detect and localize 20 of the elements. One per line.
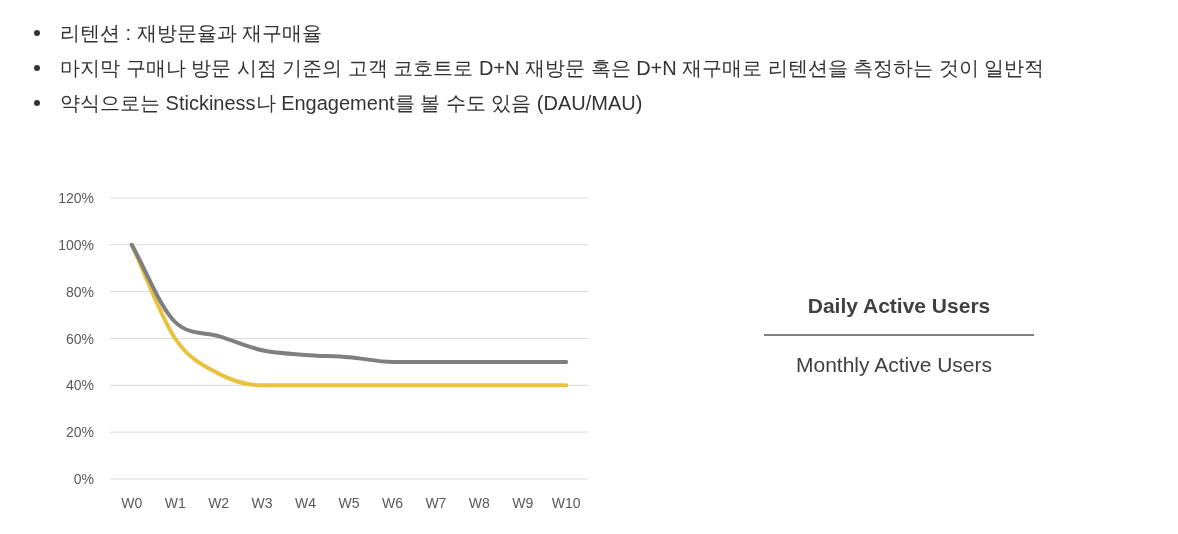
x-tick-label: W2 [208, 495, 230, 511]
x-tick-label: W1 [164, 495, 186, 511]
y-tick-label: 60% [65, 330, 94, 347]
x-tick-label: W6 [381, 495, 404, 511]
x-tick-label: W10 [551, 495, 581, 511]
x-tick-label: W8 [468, 495, 491, 511]
text: Monthly Active Users [795, 353, 993, 376]
y-tick-label: 20% [65, 424, 94, 441]
y-tick-label: 40% [65, 377, 94, 394]
x-tick-label: W4 [295, 495, 317, 511]
x-tick-label: W7 [425, 495, 447, 511]
x-tick-label: W3 [251, 495, 273, 511]
x-tick-label: W9 [512, 495, 534, 511]
y-tick-label: 100% [58, 236, 94, 253]
x-tick-label: W0 [121, 495, 143, 511]
y-tick-label: 120% [58, 190, 94, 206]
x-tick-label: W5 [338, 495, 360, 511]
y-tick-label: 80% [65, 283, 94, 300]
y-tick-label: 0% [73, 471, 94, 487]
text: Daily Active Users [807, 294, 991, 317]
